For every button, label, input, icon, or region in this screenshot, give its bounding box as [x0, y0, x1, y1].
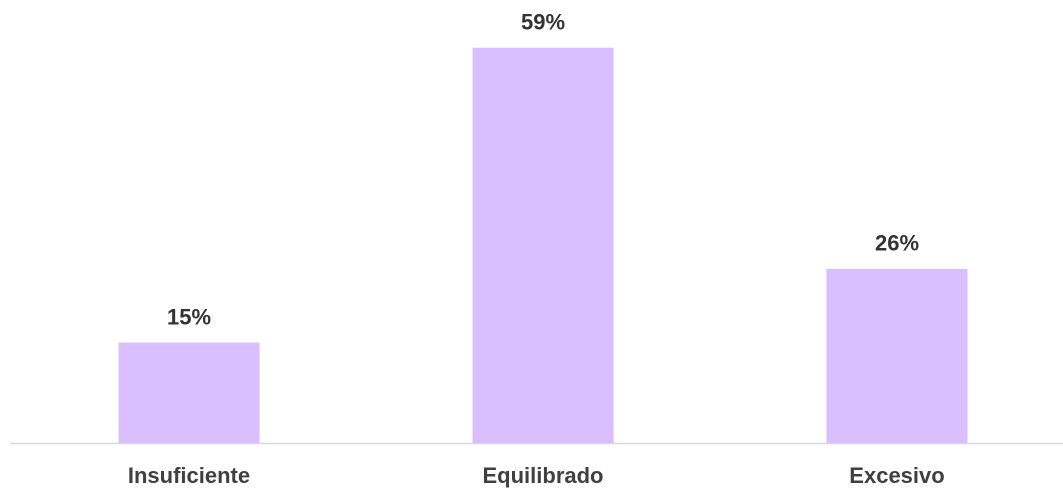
bar: [472, 47, 614, 443]
bar: [118, 342, 260, 443]
x-tick-label: Equilibrado: [483, 463, 604, 488]
value-label: 15%: [167, 304, 211, 329]
value-label: 59%: [521, 10, 565, 35]
bar: [826, 268, 968, 443]
value-label: 26%: [875, 231, 919, 256]
x-tick-label: Insuficiente: [128, 463, 250, 488]
x-tick-label: Excesivo: [849, 463, 944, 488]
